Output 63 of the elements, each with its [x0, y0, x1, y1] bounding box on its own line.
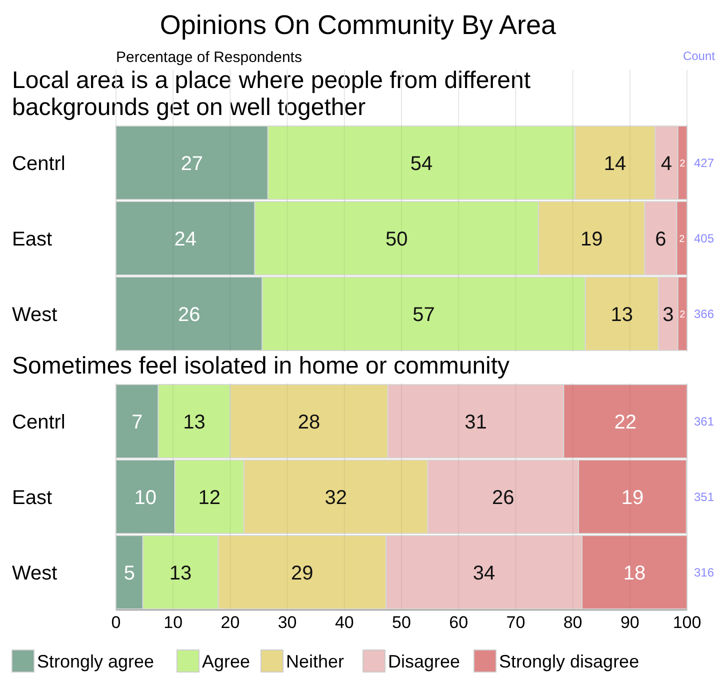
data-label: 50 — [386, 228, 408, 250]
data-label: 5 — [124, 562, 135, 584]
x-tick-label: 100 — [672, 613, 702, 632]
x-tick-label: 10 — [164, 613, 183, 632]
legend-label: Disagree — [388, 651, 460, 672]
y-tick-label: West — [12, 562, 58, 584]
text: 427 — [694, 156, 714, 170]
data-label: 26 — [178, 304, 200, 326]
data-label: 54 — [410, 152, 433, 175]
text: Count — [682, 49, 716, 63]
data-label: 57 — [412, 304, 435, 326]
data-label: 31 — [464, 411, 487, 434]
data-label: 12 — [198, 486, 220, 509]
data-label: 2 — [680, 158, 686, 170]
x-tick-label: 60 — [449, 613, 468, 632]
chart-subtitle: Sometimes feel isolated in home or community — [12, 352, 510, 380]
data-label: 14 — [604, 152, 626, 175]
y-tick-label: Centrl — [12, 411, 66, 434]
data-label: 28 — [298, 411, 320, 434]
data-label: 10 — [134, 486, 157, 509]
text: 366 — [694, 306, 714, 321]
y-tick-label: East — [12, 486, 52, 509]
text: 405 — [694, 231, 714, 246]
x-tick-label: 90 — [620, 613, 640, 632]
data-label: 32 — [324, 486, 347, 509]
legend-label: Neither — [286, 651, 344, 672]
data-label: 4 — [660, 152, 672, 175]
x-axis-title: Percentage of Respondents — [116, 49, 302, 66]
x-tick-label: 40 — [334, 613, 354, 632]
chart-title: Opinions On Community By Area — [160, 10, 558, 40]
text: 351 — [694, 490, 714, 504]
data-label: 24 — [174, 228, 196, 250]
legend-label: Agree — [202, 651, 250, 672]
data-label: 7 — [132, 411, 143, 434]
y-tick-label: Centrl — [12, 152, 66, 175]
x-tick-label: 20 — [220, 613, 240, 632]
legend-label: Strongly agree — [37, 651, 154, 672]
legend-label: Strongly disagree — [499, 651, 640, 672]
x-tick-label: 0 — [111, 613, 121, 632]
data-label: 18 — [623, 562, 646, 584]
data-label: 13 — [169, 562, 192, 584]
data-label: 26 — [492, 486, 514, 509]
data-label: 29 — [291, 562, 314, 584]
data-label: 2 — [680, 309, 686, 320]
data-label: 13 — [183, 411, 206, 434]
data-label: 13 — [610, 304, 634, 326]
x-tick-label: 50 — [392, 613, 411, 632]
text: 361 — [694, 414, 714, 428]
y-tick-label: East — [12, 228, 52, 250]
x-tick-label: 70 — [506, 613, 526, 632]
y-tick-label: West — [12, 304, 58, 326]
data-label: 19 — [580, 228, 603, 250]
data-label: 3 — [662, 304, 674, 326]
data-label: 19 — [621, 486, 644, 509]
data-label: 6 — [655, 228, 666, 250]
chart-subtitle: Local area is a place where people from different backgrounds get on well together — [12, 67, 531, 121]
data-label: 2 — [679, 234, 686, 245]
data-label: 34 — [472, 562, 496, 584]
x-tick-label: 30 — [278, 613, 297, 632]
data-label: 22 — [614, 411, 636, 434]
x-tick-label: 80 — [563, 613, 582, 632]
text: 316 — [694, 565, 714, 580]
data-label: 27 — [180, 152, 204, 175]
